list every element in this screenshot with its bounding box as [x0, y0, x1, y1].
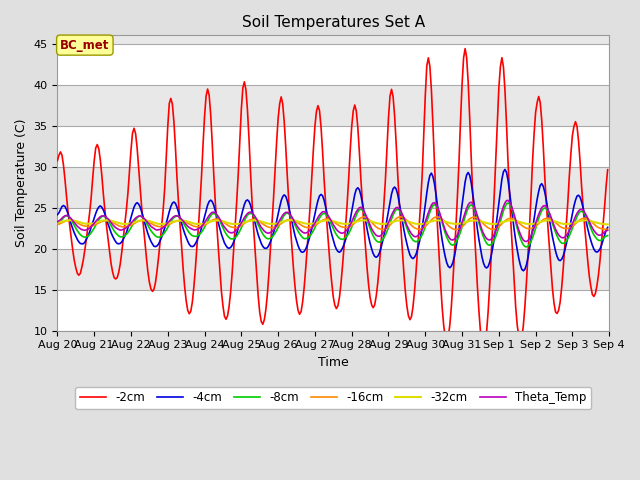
Text: BC_met: BC_met	[60, 38, 109, 52]
-2cm	[121, 222, 129, 228]
-16cm	[397, 214, 404, 220]
-16cm	[245, 217, 253, 223]
-4cm	[54, 212, 61, 217]
-16cm	[452, 227, 460, 232]
-32cm	[104, 217, 112, 223]
-4cm	[245, 199, 253, 204]
Line: -32cm: -32cm	[58, 220, 607, 224]
-32cm	[575, 218, 582, 224]
-16cm	[576, 217, 584, 223]
Line: -16cm: -16cm	[58, 217, 607, 229]
-2cm	[54, 158, 61, 164]
-16cm	[121, 224, 129, 230]
-32cm	[296, 219, 303, 225]
-4cm	[218, 231, 225, 237]
-4cm	[294, 243, 302, 249]
Theta_Temp	[54, 219, 61, 225]
-8cm	[294, 228, 302, 234]
-4cm	[604, 225, 611, 230]
-2cm	[218, 288, 225, 294]
Theta_Temp	[294, 225, 302, 230]
-16cm	[294, 220, 302, 226]
-32cm	[246, 218, 254, 224]
-4cm	[576, 194, 584, 200]
Theta_Temp	[218, 219, 225, 225]
Bar	[58, 207, 609, 249]
-16cm	[54, 221, 61, 227]
-8cm	[504, 200, 512, 206]
-32cm	[604, 221, 611, 227]
Theta_Temp	[121, 226, 129, 232]
Line: -2cm: -2cm	[58, 48, 607, 348]
-2cm	[236, 137, 244, 143]
-2cm	[479, 345, 487, 350]
Line: -8cm: -8cm	[58, 203, 607, 247]
-32cm	[237, 220, 245, 226]
Bar	[58, 289, 609, 331]
-8cm	[245, 211, 253, 217]
-8cm	[121, 233, 129, 239]
-16cm	[604, 227, 611, 232]
-2cm	[245, 136, 253, 142]
-32cm	[219, 218, 227, 224]
-2cm	[576, 158, 584, 164]
-4cm	[520, 268, 527, 274]
Line: -4cm: -4cm	[58, 169, 607, 271]
X-axis label: Time: Time	[318, 356, 349, 369]
-16cm	[236, 224, 244, 229]
Theta_Temp	[504, 197, 512, 203]
Bar	[58, 167, 609, 207]
-8cm	[218, 222, 225, 228]
-8cm	[54, 221, 61, 227]
Bar	[58, 84, 609, 126]
Theta_Temp	[236, 223, 244, 228]
-16cm	[218, 218, 225, 224]
-8cm	[523, 244, 531, 250]
Bar	[58, 126, 609, 167]
Theta_Temp	[604, 228, 611, 233]
-32cm	[122, 221, 130, 227]
-8cm	[236, 228, 244, 234]
-8cm	[576, 209, 584, 215]
Bar	[58, 44, 609, 84]
Theta_Temp	[245, 209, 253, 215]
Bar	[58, 249, 609, 289]
Title: Soil Temperatures Set A: Soil Temperatures Set A	[242, 15, 425, 30]
-4cm	[501, 167, 509, 172]
-4cm	[121, 233, 129, 239]
Y-axis label: Soil Temperature (C): Soil Temperature (C)	[15, 119, 28, 247]
Theta_Temp	[576, 207, 584, 213]
-32cm	[54, 220, 61, 226]
-2cm	[604, 167, 611, 172]
Legend: -2cm, -4cm, -8cm, -16cm, -32cm, Theta_Temp: -2cm, -4cm, -8cm, -16cm, -32cm, Theta_Te…	[76, 387, 591, 409]
-2cm	[461, 46, 469, 51]
-2cm	[294, 308, 302, 313]
-8cm	[604, 233, 611, 239]
-4cm	[236, 219, 244, 225]
Line: Theta_Temp: Theta_Temp	[58, 200, 607, 241]
Bar	[58, 2, 609, 44]
Theta_Temp	[523, 239, 531, 244]
